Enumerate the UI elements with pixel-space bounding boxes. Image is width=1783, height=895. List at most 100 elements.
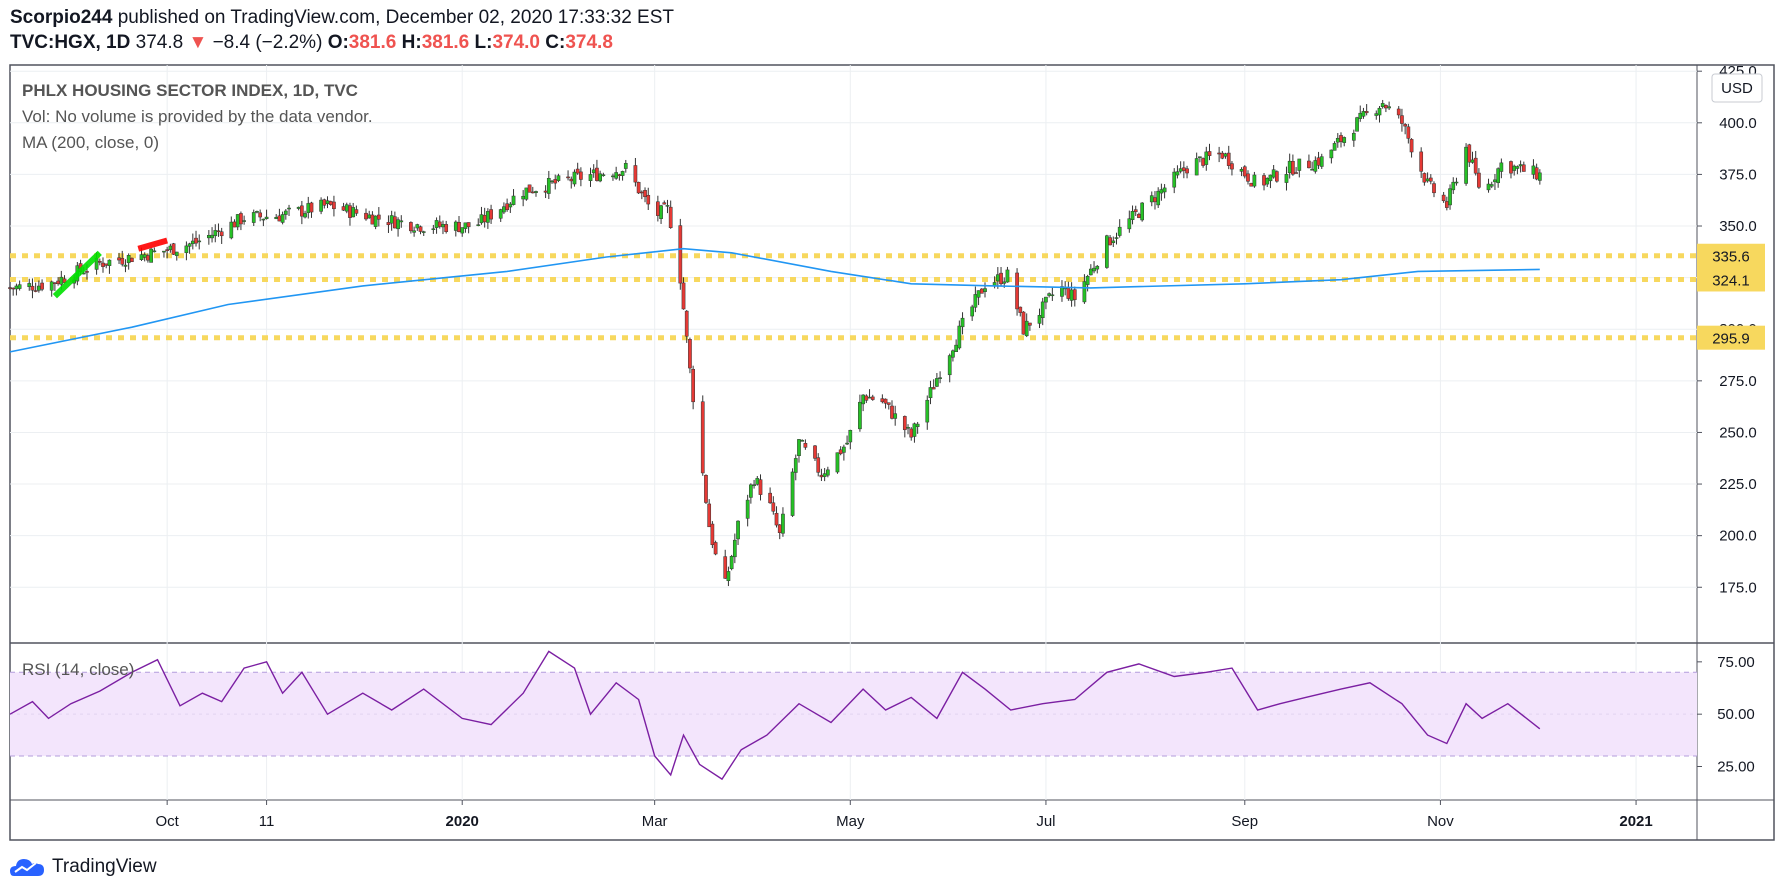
publisher-name[interactable]: Scorpio244 (10, 7, 113, 28)
candle-body (1499, 162, 1504, 172)
candle-body (1249, 182, 1254, 187)
candle-body (396, 219, 400, 230)
candle-body (1172, 171, 1177, 188)
price-change: −8.4 (−2.2%) (212, 32, 323, 53)
candle-body (1108, 237, 1112, 246)
candle-body (1069, 289, 1074, 301)
price-tick-label: 400.0 (1719, 115, 1757, 132)
candle-body (1175, 171, 1180, 176)
candle-body (184, 245, 189, 254)
candle-body (633, 165, 638, 183)
candle-body (931, 387, 936, 390)
candle-body (1028, 322, 1032, 326)
candle-body (838, 449, 843, 455)
candle-body (681, 282, 686, 310)
candle-body (206, 235, 211, 239)
rsi-axis-ticks: 75.00 50.00 25.00 (1697, 654, 1755, 776)
time-tick-label: May (836, 813, 865, 830)
candle-body (104, 263, 109, 266)
candle-body (1287, 160, 1292, 174)
candle-body (1422, 173, 1427, 183)
candle-body (617, 174, 622, 176)
candle-body (1351, 132, 1356, 141)
candle-body (890, 405, 894, 419)
time-tick-label: Sep (1231, 813, 1258, 830)
candle-body (729, 556, 734, 570)
candle-body (97, 260, 102, 263)
candle-body (935, 378, 939, 387)
candle-body (431, 228, 436, 230)
price-tick-label: 175.0 (1719, 579, 1757, 596)
candle-body (1291, 161, 1295, 175)
candle-body (1226, 152, 1231, 166)
candle-body (614, 172, 619, 179)
candle-body (867, 396, 872, 399)
candle-body (502, 206, 506, 213)
candle-body (1024, 320, 1029, 337)
rsi-tick-label: 50.00 (1717, 706, 1755, 723)
candle-body (1072, 289, 1077, 300)
candle-body (1252, 174, 1257, 187)
candle-body (656, 201, 660, 216)
rsi-line (9, 650, 1541, 781)
candle-body (620, 171, 625, 176)
candle-body (1262, 175, 1266, 186)
candle-body (277, 215, 282, 222)
candle-body (1050, 294, 1055, 297)
candle-body (550, 180, 554, 183)
time-tick-label: 2021 (1619, 813, 1652, 830)
candle-body (684, 310, 689, 337)
tradingview-brand[interactable]: TradingView (10, 856, 157, 878)
candle-body (979, 288, 984, 294)
candle-body (216, 230, 221, 233)
candle-body (1149, 195, 1154, 203)
rsi-legend: RSI (14, close) (22, 660, 134, 679)
candle-body (303, 213, 307, 218)
candle-body (566, 176, 570, 179)
candle-body (530, 191, 535, 194)
level-value: 295.9 (1712, 331, 1750, 348)
candle-body (354, 209, 359, 214)
candle-body (1230, 163, 1234, 170)
candle-body (1127, 218, 1132, 230)
candle-body (123, 264, 128, 267)
candle-body (1496, 168, 1501, 184)
open-value: 381.6 (348, 32, 397, 53)
candles (8, 99, 1542, 587)
candle-body (1088, 268, 1093, 276)
candle-body (880, 398, 885, 403)
candle-body (309, 202, 314, 213)
down-arrow-icon: ▼ (188, 32, 208, 53)
candle-body (736, 520, 740, 540)
candle-body (1220, 152, 1225, 159)
candle-body (1486, 183, 1491, 191)
candle-body (947, 355, 952, 376)
candle-body (1204, 151, 1209, 165)
candle-body (1361, 111, 1366, 117)
candle-body (117, 257, 121, 261)
candle-body (280, 214, 285, 223)
candle-body (777, 524, 782, 533)
candle-body (1470, 159, 1475, 163)
candle-body (800, 440, 805, 442)
candle-body (1489, 184, 1494, 187)
candle-body (745, 499, 750, 519)
quote-line: TVC:HGX, 1D 374.8 ▼ −8.4 (−2.2%) O:381.6… (10, 32, 613, 54)
candle-body (906, 427, 910, 429)
candle-body (126, 255, 131, 264)
candle-body (1310, 168, 1314, 171)
published-text: published on TradingView.com, December 0… (117, 7, 674, 28)
candle-body (1021, 311, 1026, 335)
candle-body (1201, 158, 1205, 166)
candle-body (197, 240, 202, 243)
time-tick-label: Mar (642, 813, 668, 830)
candle-body (146, 255, 150, 261)
candle-body (771, 502, 776, 512)
candle-body (1406, 126, 1411, 139)
currency-button[interactable] (1711, 73, 1763, 103)
candle-body (595, 167, 599, 181)
candle-body (328, 201, 333, 205)
candle-body (463, 222, 468, 229)
candle-body (190, 240, 195, 245)
